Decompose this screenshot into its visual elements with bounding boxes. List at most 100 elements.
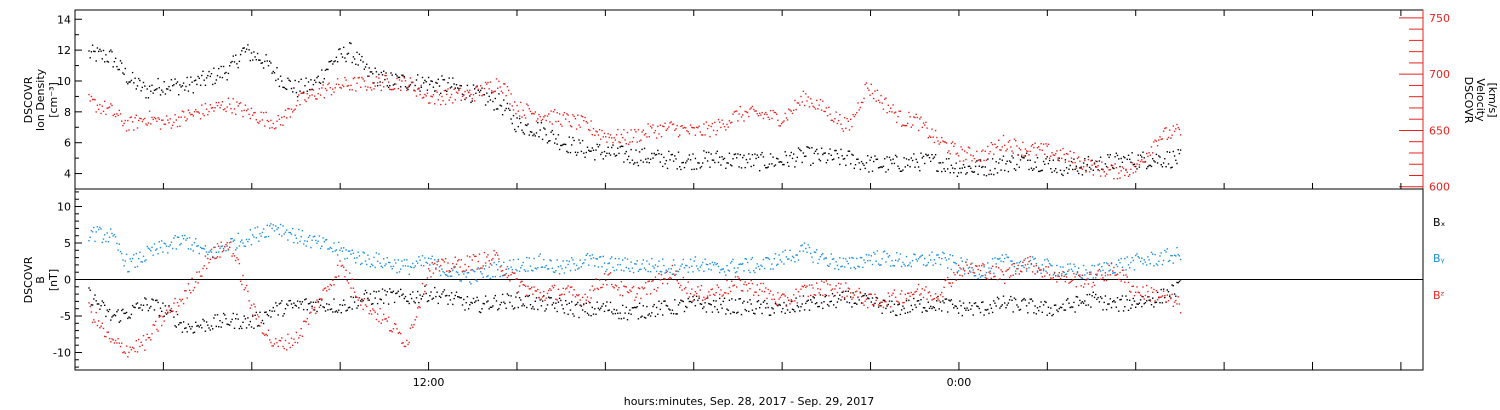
- data-point: [606, 284, 608, 286]
- data-point: [605, 279, 607, 282]
- data-point: [131, 257, 134, 260]
- data-point: [736, 286, 738, 288]
- data-point: [845, 127, 847, 129]
- data-point: [243, 315, 245, 317]
- field-tick-label: -5: [60, 310, 71, 323]
- data-point: [1024, 155, 1027, 157]
- data-point: [335, 249, 338, 251]
- data-point: [421, 97, 424, 99]
- data-point: [95, 231, 97, 233]
- data-point: [446, 93, 448, 96]
- data-point: [813, 297, 815, 299]
- data-point: [367, 254, 369, 256]
- data-point: [574, 118, 577, 120]
- data-point: [768, 163, 771, 165]
- data-point: [515, 278, 517, 280]
- data-point: [436, 82, 438, 84]
- data-point: [785, 117, 788, 119]
- data-point: [581, 116, 584, 118]
- data-point: [1067, 172, 1069, 174]
- data-point: [771, 263, 773, 265]
- data-point: [434, 286, 436, 289]
- data-point: [865, 295, 868, 297]
- data-point: [984, 166, 986, 168]
- data-point: [187, 283, 190, 285]
- data-point: [491, 259, 493, 261]
- data-point: [1175, 159, 1177, 161]
- data-point: [197, 282, 199, 284]
- data-point: [689, 258, 692, 261]
- data-point: [581, 262, 584, 265]
- data-point: [663, 125, 665, 128]
- data-point: [207, 253, 209, 256]
- data-point: [523, 284, 526, 286]
- data-point: [1166, 294, 1168, 296]
- data-point: [869, 94, 871, 96]
- data-point: [477, 88, 479, 90]
- data-point: [546, 292, 549, 295]
- data-point: [870, 301, 872, 303]
- data-point: [511, 271, 513, 274]
- data-point: [1109, 269, 1111, 271]
- data-point: [595, 278, 597, 280]
- data-point: [1105, 262, 1108, 264]
- data-point: [1152, 291, 1154, 293]
- data-point: [648, 136, 650, 138]
- data-point: [589, 129, 591, 132]
- data-point: [400, 86, 402, 88]
- data-point: [1165, 166, 1167, 168]
- data-point: [1133, 300, 1136, 302]
- data-point: [509, 259, 511, 262]
- data-point: [566, 303, 568, 306]
- data-point: [948, 150, 950, 152]
- data-point: [619, 263, 621, 266]
- data-point: [1141, 257, 1143, 259]
- data-point: [432, 263, 435, 266]
- data-point: [1091, 286, 1093, 288]
- data-point: [996, 145, 999, 148]
- data-point: [259, 120, 261, 122]
- data-point: [438, 295, 441, 297]
- data-point: [803, 284, 806, 287]
- data-point: [843, 157, 846, 160]
- data-point: [1021, 154, 1023, 156]
- data-point: [161, 89, 163, 91]
- data-point: [532, 270, 534, 272]
- data-point: [773, 298, 775, 300]
- data-point: [613, 153, 615, 155]
- data-point: [1146, 152, 1148, 155]
- data-point: [474, 100, 476, 102]
- data-point: [355, 90, 357, 92]
- data-point: [646, 293, 648, 295]
- data-point: [292, 307, 294, 309]
- data-point: [326, 239, 328, 241]
- data-point: [391, 74, 393, 76]
- data-point: [255, 318, 257, 320]
- data-point: [1161, 138, 1164, 140]
- data-point: [942, 161, 944, 164]
- data-point: [284, 339, 287, 342]
- data-point: [880, 94, 882, 97]
- data-point: [503, 261, 505, 263]
- data-point: [765, 257, 767, 259]
- data-point: [489, 306, 492, 308]
- data-point: [706, 264, 709, 266]
- data-point: [449, 96, 452, 99]
- data-point: [381, 266, 384, 269]
- data-point: [407, 343, 409, 346]
- data-point: [538, 136, 540, 138]
- data-point: [276, 305, 278, 307]
- data-point: [814, 108, 817, 110]
- data-point: [152, 324, 154, 326]
- data-point: [733, 267, 735, 269]
- data-point: [783, 163, 785, 166]
- data-point: [162, 251, 164, 253]
- data-point: [1051, 152, 1053, 154]
- data-point: [336, 78, 339, 80]
- data-point: [881, 166, 883, 169]
- data-point: [389, 84, 391, 87]
- data-point: [147, 337, 150, 339]
- data-point: [877, 263, 880, 265]
- data-point: [139, 345, 141, 348]
- data-point: [968, 266, 971, 268]
